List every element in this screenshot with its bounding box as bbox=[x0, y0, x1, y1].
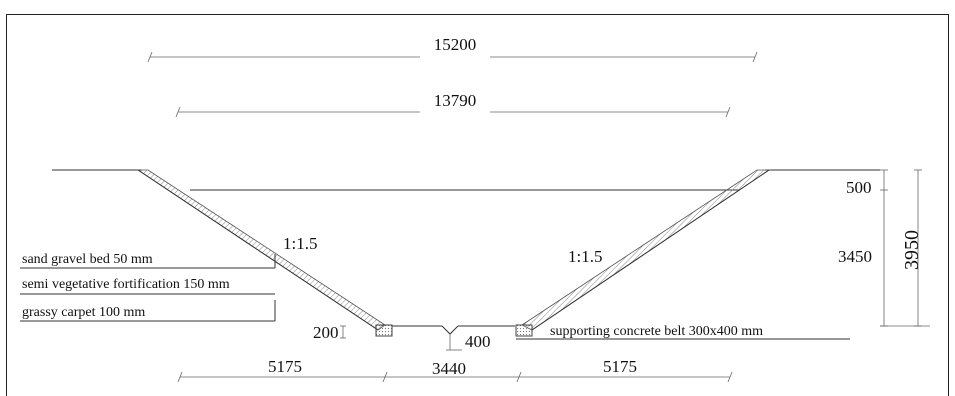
water-depth-label: 3450 bbox=[838, 247, 872, 266]
freeboard-label: 500 bbox=[846, 178, 872, 197]
supporting-belt-label: supporting concrete belt 300x400 mm bbox=[550, 324, 763, 339]
layer-labels: sand gravel bed 50 mm semi vegetative fo… bbox=[20, 252, 276, 322]
channel-depth-marker bbox=[446, 334, 462, 351]
top-width-label: 15200 bbox=[434, 35, 477, 54]
right-concrete-belt bbox=[515, 324, 533, 337]
bottom-dimensions bbox=[177, 357, 733, 383]
right-slope-lining bbox=[521, 169, 771, 331]
bed-step-label: 200 bbox=[313, 323, 339, 342]
top-width-dimension: 15200 bbox=[147, 35, 758, 63]
left-slope-label: 1:1.5 bbox=[283, 234, 317, 253]
bottom-right-label: 5175 bbox=[603, 357, 637, 376]
drawing-frame bbox=[6, 14, 949, 396]
left-slope-lining bbox=[136, 169, 386, 331]
bottom-width-label: 3440 bbox=[432, 359, 466, 378]
left-concrete-belt bbox=[375, 324, 393, 337]
grassy-carpet-label: grassy carpet 100 mm bbox=[22, 305, 145, 320]
vertical-dimensions bbox=[880, 169, 930, 327]
bed-step-marker bbox=[340, 325, 346, 339]
bottom-left-label: 5175 bbox=[268, 357, 302, 376]
total-depth-label: 3950 bbox=[901, 230, 923, 270]
channel-depth-label: 400 bbox=[465, 332, 491, 351]
water-width-label: 13790 bbox=[434, 91, 477, 110]
right-slope-label: 1:1.5 bbox=[568, 247, 602, 266]
semi-vegetative-label: semi vegetative fortification 150 mm bbox=[22, 277, 230, 292]
water-width-dimension: 13790 bbox=[175, 91, 731, 118]
sand-gravel-label: sand gravel bed 50 mm bbox=[22, 252, 153, 267]
channel-bottom bbox=[392, 325, 515, 335]
